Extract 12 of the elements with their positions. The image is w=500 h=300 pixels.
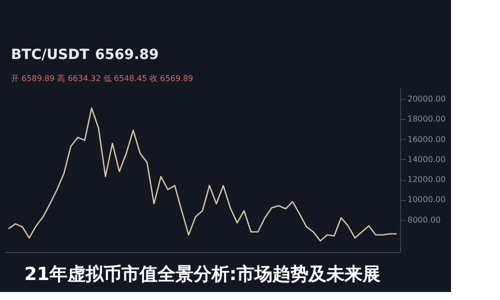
y-tick-label: 18000.00 [408, 114, 446, 124]
line-series [8, 107, 398, 242]
y-tick-label: 16000.00 [408, 134, 446, 144]
text: 21年虚拟币市值全景分析:市场趋势及未来展 [24, 264, 381, 285]
y-tick-label: 14000.00 [408, 154, 446, 164]
text: 开 6589.89 高 6634.32 低 6548.45 收 6569.89 [11, 74, 194, 83]
text: BTC/USDT [11, 47, 90, 63]
y-tick-label: 12000.00 [408, 175, 446, 184]
y-tick-label: 8000.00 [408, 215, 441, 224]
y-tick-label: 10000.00 [408, 195, 446, 204]
y-tick-label: 20000.00 [408, 94, 446, 104]
text: 6569.89 [95, 47, 159, 63]
